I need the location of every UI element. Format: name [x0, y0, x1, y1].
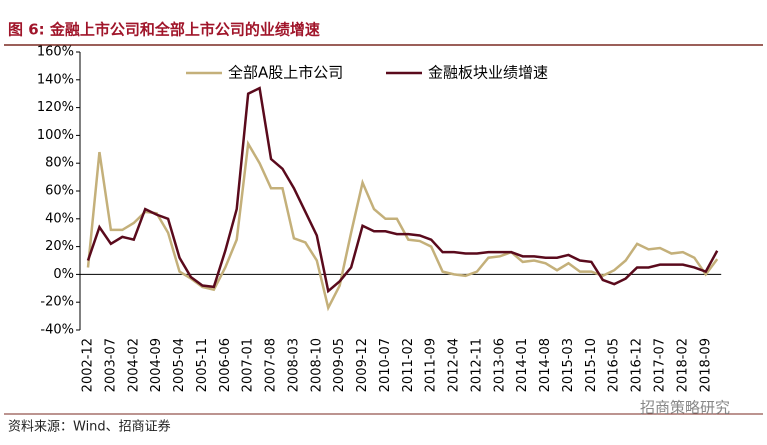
- y-tick-label: 0%: [53, 267, 74, 282]
- line-series: [86, 86, 719, 294]
- watermark: 招商策略研究: [640, 399, 730, 417]
- x-tick-label: 2005-04: [172, 338, 187, 392]
- y-tick-label: 40%: [45, 211, 74, 226]
- x-tick-label: 2002-12: [81, 338, 96, 392]
- line-series: [86, 139, 719, 312]
- x-tick-label: 2017-07: [653, 338, 668, 392]
- y-tick-label: -40%: [40, 323, 74, 338]
- y-tick-label: 100%: [37, 128, 74, 143]
- legend-label: 全部A股上市公司: [228, 64, 343, 82]
- x-tick-label: 2007-08: [264, 338, 279, 392]
- x-tick-label: 2008-10: [309, 338, 324, 392]
- x-tick-label: 2008-03: [286, 338, 301, 392]
- y-tick-label: 120%: [37, 100, 74, 115]
- x-tick-label: 2011-09: [424, 338, 439, 392]
- x-tick-label: 2007-01: [241, 338, 256, 392]
- x-tick-label: 2011-02: [401, 338, 416, 392]
- x-tick-label: 2016-12: [630, 338, 645, 392]
- legend-label: 金融板块业绩增速: [428, 64, 548, 82]
- source: 资料来源：Wind、招商证券: [8, 419, 171, 435]
- y-tick-label: 160%: [37, 45, 74, 60]
- x-tick-label: 2004-09: [149, 338, 164, 392]
- x-tick-label: 2018-02: [675, 338, 690, 392]
- x-tick-label: 2013-06: [492, 338, 507, 392]
- y-tick-label: 60%: [45, 184, 74, 199]
- x-tick-label: 2018-09: [698, 338, 713, 392]
- x-tick-label: 2012-04: [447, 338, 462, 392]
- y-tick-label: -20%: [40, 295, 74, 310]
- x-tick-label: 2004-02: [126, 338, 141, 392]
- y-tick-label: 20%: [45, 239, 74, 254]
- y-tick-label: 80%: [45, 156, 74, 171]
- x-tick-label: 2009-12: [355, 338, 370, 392]
- x-tick-label: 2015-10: [584, 338, 599, 392]
- y-tick-label: 140%: [37, 72, 74, 87]
- x-tick-label: 2014-08: [538, 338, 553, 392]
- chart-title: 图 6: 金融上市公司和全部上市公司的业绩增速: [8, 21, 320, 39]
- x-tick-label: 2016-05: [607, 338, 622, 392]
- x-tick-label: 2009-05: [332, 338, 347, 392]
- x-tick-label: 2010-07: [378, 338, 393, 392]
- x-tick-label: 2005-11: [195, 338, 210, 392]
- x-tick-label: 2003-07: [103, 338, 118, 392]
- x-tick-label: 2006-06: [218, 338, 233, 392]
- x-tick-label: 2015-03: [561, 338, 576, 392]
- x-tick-label: 2014-01: [515, 338, 530, 392]
- x-tick-label: 2012-11: [469, 338, 484, 392]
